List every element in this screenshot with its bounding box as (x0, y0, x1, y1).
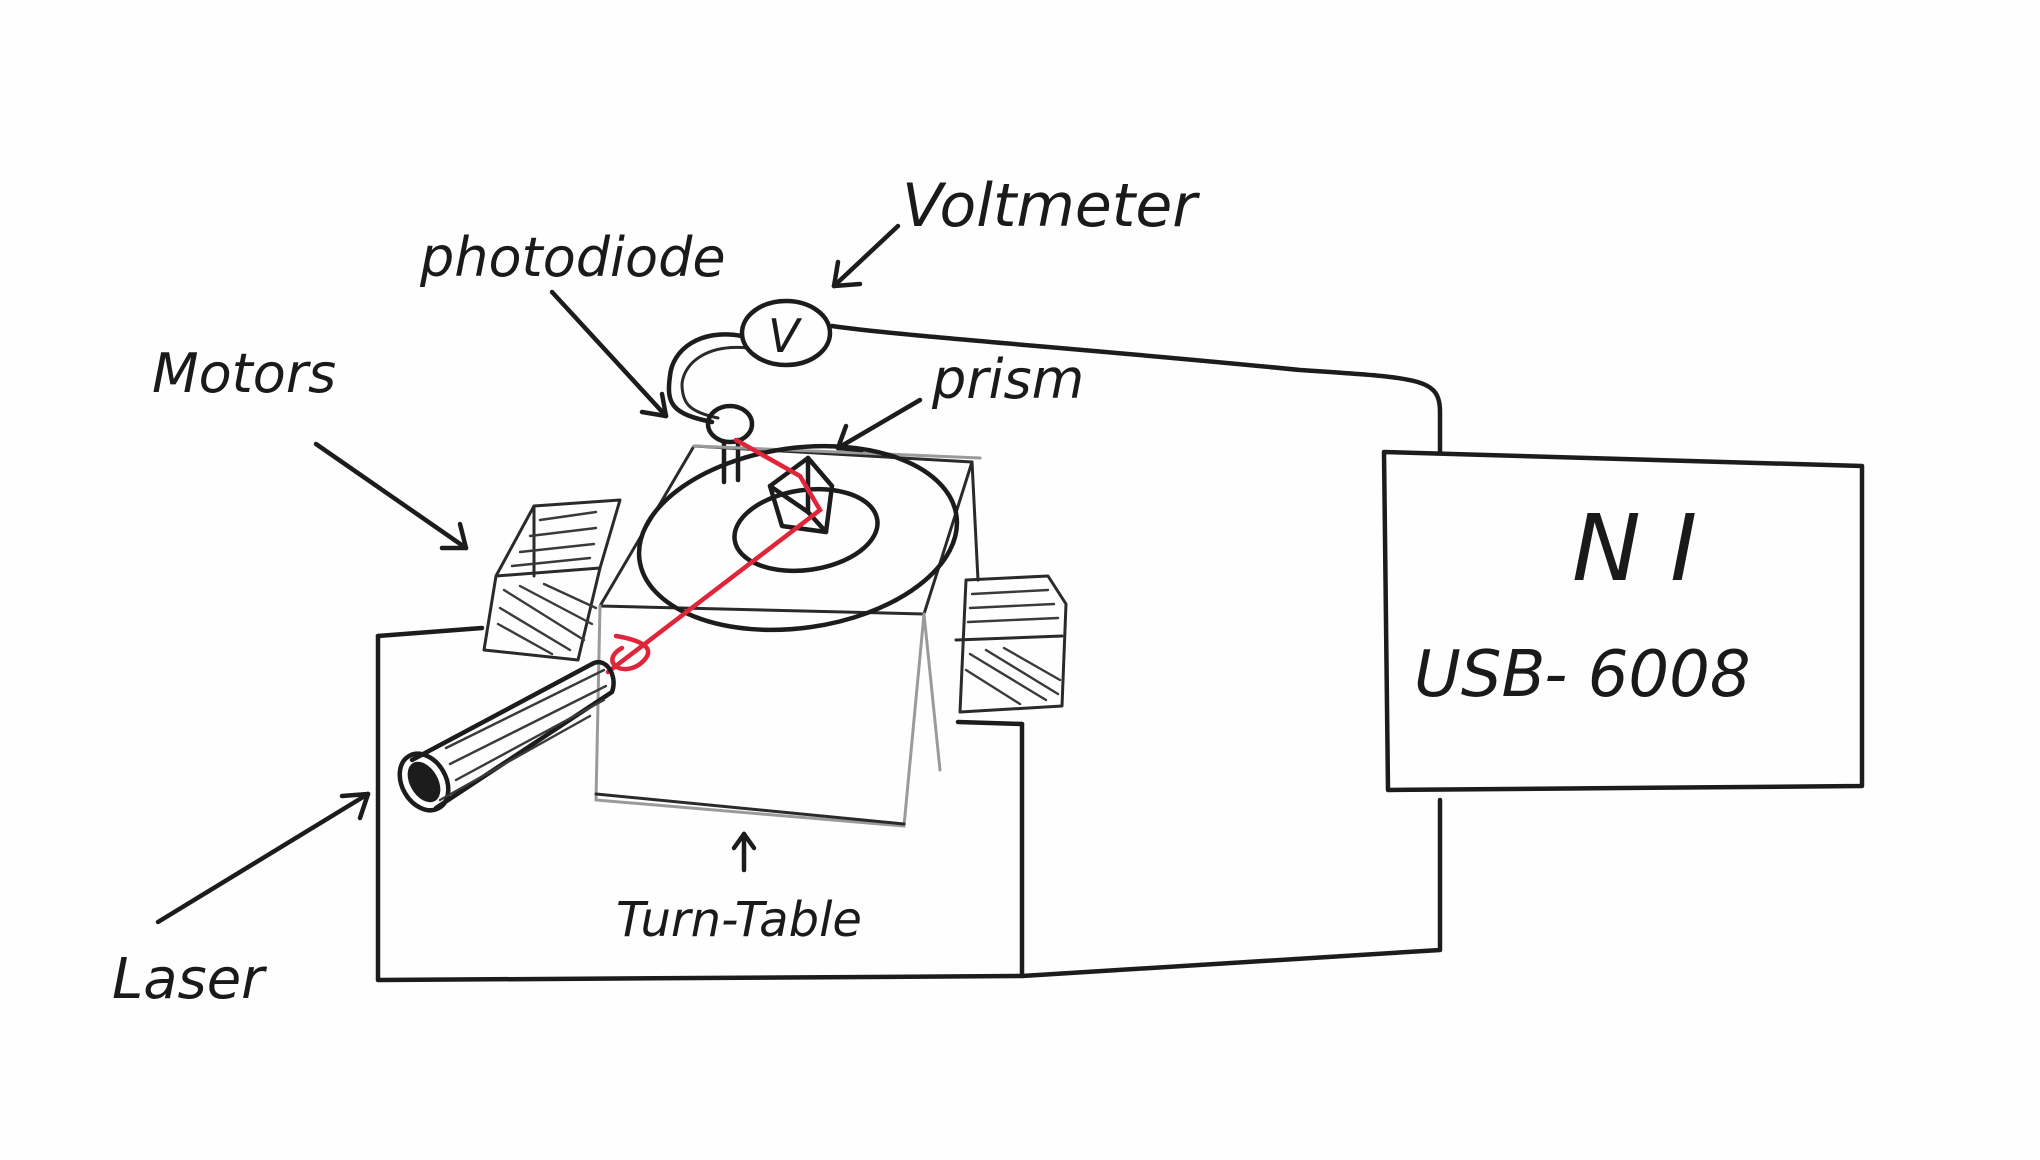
laser-label: Laser (112, 947, 267, 1012)
turntable-arrow (731, 831, 757, 873)
photodiode-to-voltmeter-wire-inner (680, 345, 750, 420)
laser-arrow (155, 791, 371, 925)
motors-label: Motors (152, 342, 336, 405)
right-motor (954, 574, 1068, 714)
photodiode-label: photodiode (419, 226, 726, 289)
motors-arrow (313, 441, 469, 551)
left-motor (482, 498, 622, 662)
ni-box-outline (1381, 449, 1865, 793)
prism-arrow (835, 397, 923, 453)
laser-beam (605, 437, 823, 675)
laser (397, 660, 616, 813)
voltmeter-to-ni-wire (829, 323, 1443, 455)
voltmeter-symbol: V (768, 309, 803, 363)
photodiode-arrow (549, 289, 669, 419)
photodiode-head (705, 403, 755, 445)
turntable-center (732, 486, 880, 574)
turntable-label: Turn-Table (616, 892, 862, 948)
ni-usb-6008-box: N I USB- 6008 (1381, 449, 1865, 793)
prism (767, 455, 835, 535)
ni-brand-label: N I (1572, 495, 1697, 602)
voltmeter-arrow (831, 223, 901, 289)
voltmeter-circle (739, 298, 833, 368)
prism-label: prism (931, 348, 1084, 411)
voltmeter-label: Voltmeter (902, 171, 1200, 241)
photodiode-to-voltmeter-wire (666, 332, 745, 425)
base-wire-loop (375, 625, 1443, 983)
turntable-disk (636, 443, 960, 633)
ni-model-label: USB- 6008 (1414, 638, 1751, 712)
voltmeter: V (739, 298, 833, 368)
turntable (594, 443, 982, 828)
